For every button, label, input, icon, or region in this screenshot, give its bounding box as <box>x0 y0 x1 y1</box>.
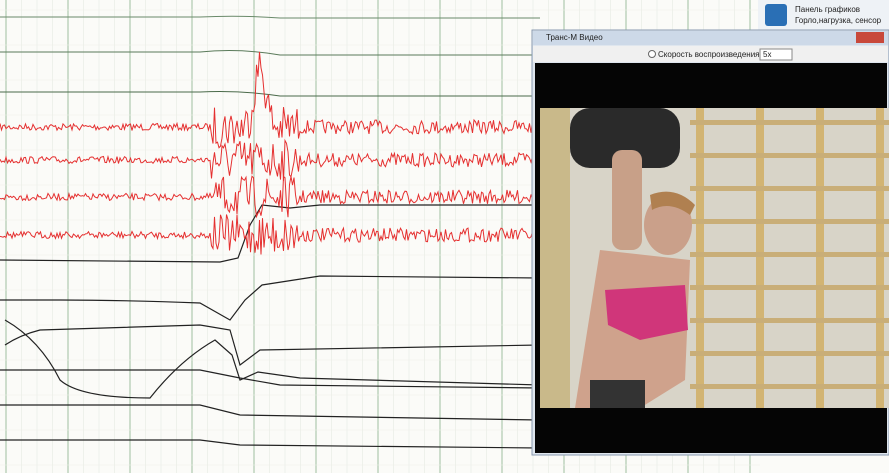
panel-title: Панель графиков <box>795 5 860 14</box>
wall-bar-rung <box>690 153 889 158</box>
wall-bar-rung <box>690 120 889 125</box>
page: Панель графиков Горло,нагрузка, сенсор Т… <box>0 0 889 473</box>
panel-subtitle: Горло,нагрузка, сенсор <box>795 16 882 25</box>
wall-bar-rung <box>690 219 889 224</box>
video-image <box>540 108 889 408</box>
speed-checkbox[interactable] <box>649 51 656 58</box>
panel-icon[interactable] <box>765 4 787 26</box>
wall-bar-rung <box>690 351 889 356</box>
door <box>540 108 570 408</box>
close-button[interactable] <box>856 32 884 43</box>
panel-header: Панель графиков Горло,нагрузка, сенсор <box>758 0 889 30</box>
wall-bar-rung <box>690 252 889 257</box>
screen: Панель графиков Горло,нагрузка, сенсор Т… <box>0 0 889 473</box>
arm <box>612 150 642 250</box>
wall-bar-rung <box>690 318 889 323</box>
wall-bar-rung <box>690 285 889 290</box>
wall-bar-rung <box>690 186 889 191</box>
speed-value[interactable]: 5x <box>763 50 771 59</box>
window-title: Транс-М Видео <box>546 33 603 42</box>
speed-label: Скорость воспроизведения <box>658 50 760 59</box>
wall-bar-rung <box>690 384 889 389</box>
shorts <box>590 380 645 408</box>
video-window: Транс-М Видео Скорость воспроизведения 5… <box>532 30 889 455</box>
